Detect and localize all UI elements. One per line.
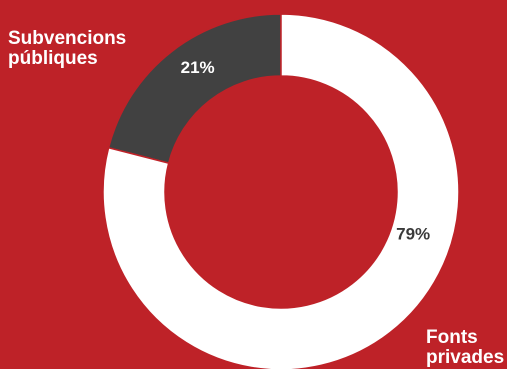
category-label-line: privades	[426, 347, 505, 368]
category-label-fonts-privades: Fonts privades	[426, 328, 504, 368]
category-label-line: Fonts	[426, 327, 478, 348]
donut-slice-subvencions-publiques	[107, 13, 282, 165]
value-labels: 21% 79%	[181, 58, 431, 244]
value-label-fonts-privades: 79%	[396, 225, 430, 244]
donut-slice-fonts-privades	[102, 13, 460, 369]
category-label-line: públiques	[8, 48, 98, 69]
category-label-subvencions-publiques: Subvencions públiques	[8, 29, 126, 69]
category-label-line: Subvencions	[8, 28, 127, 49]
value-label-subvencions-publiques: 21%	[181, 58, 215, 77]
donut-slices	[102, 13, 460, 369]
